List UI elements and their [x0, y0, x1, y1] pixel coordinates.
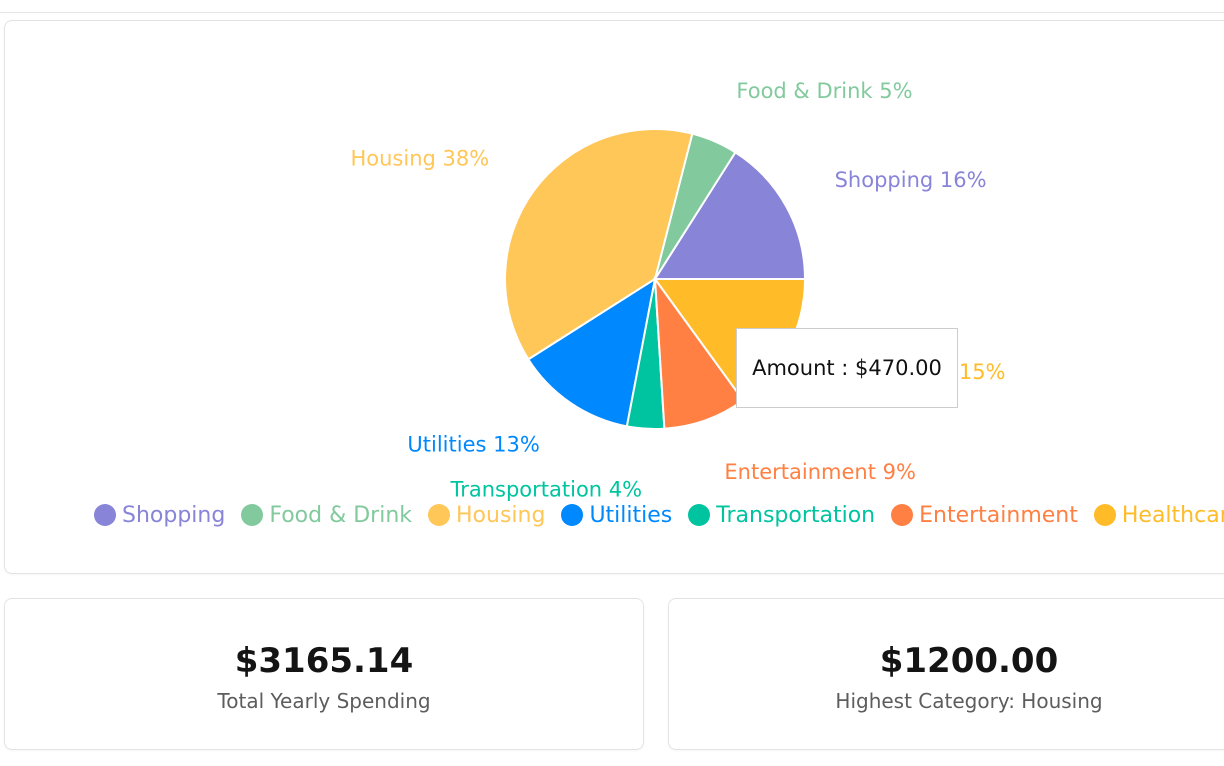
highest-category-label: Highest Category: Housing [835, 689, 1103, 713]
legend-dot-icon [561, 504, 584, 526]
pie-slice-shopping[interactable] [653, 150, 807, 280]
legend-label: Housing [456, 502, 546, 528]
legend-dot-icon [1093, 504, 1116, 526]
legend-label: Utilities [589, 502, 673, 528]
legend-item-housing[interactable]: Housing [428, 503, 545, 528]
legend-item-healthcare[interactable]: Healthcare [1093, 502, 1224, 528]
slice-label-transportation: Transportation 4% [449, 478, 642, 502]
slice-label-food-drink: Food & Drink 5% [736, 79, 912, 103]
legend-label: Transportation [716, 502, 876, 528]
legend-dot-icon [891, 504, 914, 526]
legend-dot-icon [94, 504, 116, 526]
total-spending-card: $3165.14 Total Yearly Spending [4, 598, 644, 750]
legend-label: Entertainment [919, 502, 1078, 528]
slice-label-utilities: Utilities 13% [407, 433, 539, 457]
slice-label-housing: Housing 38% [350, 147, 489, 171]
legend-item-food-drink[interactable]: Food & Drink [241, 503, 412, 528]
legend-item-shopping[interactable]: Shopping [94, 503, 225, 528]
slice-label-shopping: Shopping 16% [835, 168, 987, 192]
legend-label: Healthcare [1121, 502, 1224, 528]
legend-label: Shopping [122, 502, 226, 528]
highest-category-card: $1200.00 Highest Category: Housing [668, 598, 1224, 750]
chart-tooltip: Amount : $470.00 [736, 328, 958, 408]
legend-dot-icon [688, 504, 711, 526]
legend-dot-icon [428, 504, 451, 526]
legend-item-transportation[interactable]: Transportation [688, 503, 875, 528]
chart-legend: Shopping Food & Drink Housing Utilities Tran… [94, 500, 1224, 530]
legend-dot-icon [241, 504, 264, 526]
tooltip-text: Amount : $470.00 [752, 356, 942, 380]
legend-item-entertainment[interactable]: Entertainment [891, 503, 1078, 528]
legend-item-utilities[interactable]: Utilities [561, 503, 672, 528]
total-spending-label: Total Yearly Spending [217, 689, 431, 713]
highest-category-value: $1200.00 [879, 641, 1059, 681]
total-spending-value: $3165.14 [234, 641, 414, 681]
top-divider [0, 0, 1224, 13]
pie-slice-housing[interactable] [504, 128, 694, 361]
legend-label: Food & Drink [269, 502, 413, 528]
pie-slice-utilities[interactable] [526, 276, 657, 428]
slice-label-entertainment: Entertainment 9% [724, 460, 916, 484]
